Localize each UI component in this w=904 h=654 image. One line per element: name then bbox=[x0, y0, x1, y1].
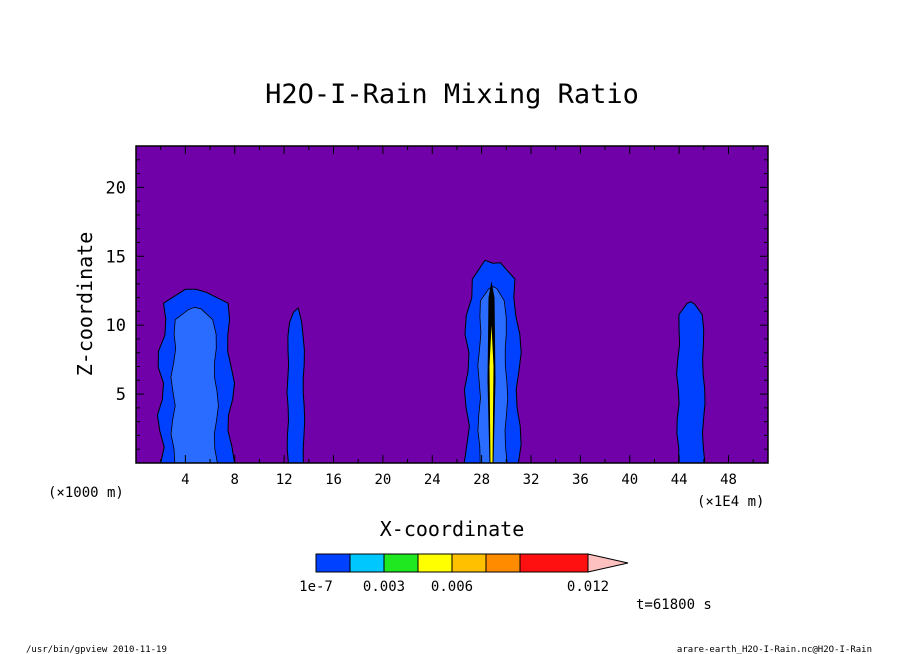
plot-frame bbox=[135, 145, 769, 464]
x-tick-label-36: 36 bbox=[572, 472, 589, 488]
footer-right: arare-earth_H2O-I-Rain.nc@H2O-I-Rain bbox=[677, 645, 872, 654]
y-tick-label-15: 15 bbox=[106, 247, 126, 267]
colorbar-label-3: 0.012 bbox=[567, 579, 609, 595]
x-tick-label-12: 12 bbox=[276, 472, 293, 488]
footer-left: /usr/bin/gpview 2010-11-19 bbox=[26, 645, 167, 654]
y-axis-label: Z-coordinate bbox=[73, 232, 97, 377]
y-tick-label-5: 5 bbox=[116, 385, 126, 405]
plot-background bbox=[136, 146, 768, 463]
y-tick-label-10: 10 bbox=[106, 316, 126, 336]
x-tick-label-8: 8 bbox=[231, 472, 239, 488]
cell-x45-contour bbox=[676, 301, 706, 464]
x-unit-right: (×1E4 m) bbox=[697, 494, 764, 510]
x-unit-left: (×1000 m) bbox=[48, 485, 124, 501]
colorbar-label-2: 0.006 bbox=[431, 579, 473, 595]
cell-x5-inner-contour bbox=[170, 306, 219, 464]
x-tick-label-4: 4 bbox=[181, 472, 189, 488]
x-tick-label-24: 24 bbox=[424, 472, 441, 488]
x-tick-label-32: 32 bbox=[523, 472, 540, 488]
chart-title: H2O-I-Rain Mixing Ratio bbox=[265, 79, 639, 110]
colorbar-segment-2 bbox=[383, 553, 419, 573]
colorbar-segment-3 bbox=[417, 553, 453, 573]
cell-x29-core-yellow bbox=[489, 325, 494, 463]
colorbar-segment-1 bbox=[349, 553, 385, 573]
colorbar-label-0: 1e-7 bbox=[299, 579, 333, 595]
colorbar-extend-arrow bbox=[587, 553, 629, 573]
x-tick-label-40: 40 bbox=[621, 472, 638, 488]
y-tick-label-20: 20 bbox=[106, 178, 126, 198]
x-tick-label-48: 48 bbox=[720, 472, 737, 488]
cell-x13-contour bbox=[286, 307, 306, 464]
colorbar-segment-6 bbox=[519, 553, 589, 573]
x-axis-label: X-coordinate bbox=[380, 517, 525, 541]
colorbar-label-1: 0.003 bbox=[363, 579, 405, 595]
x-tick-label-44: 44 bbox=[671, 472, 688, 488]
x-tick-label-28: 28 bbox=[473, 472, 490, 488]
colorbar-segment-5 bbox=[485, 553, 521, 573]
time-label: t=61800 s bbox=[636, 597, 712, 613]
colorbar-segment-0 bbox=[315, 553, 351, 573]
x-tick-label-16: 16 bbox=[325, 472, 342, 488]
colorbar-segment-4 bbox=[451, 553, 487, 573]
colorbar: 1e-7 0.003 0.006 0.012 bbox=[299, 553, 629, 595]
x-tick-label-20: 20 bbox=[374, 472, 391, 488]
